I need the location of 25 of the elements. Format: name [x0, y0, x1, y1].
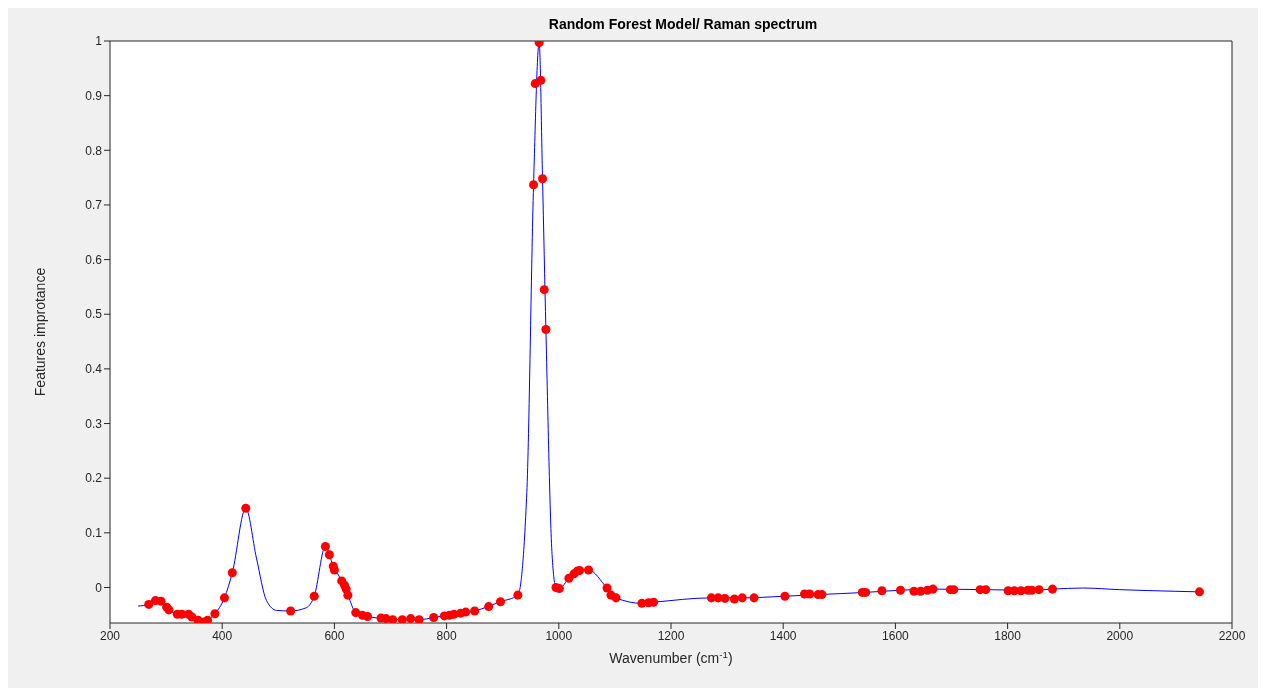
x-tick-label: 2000	[1106, 628, 1134, 643]
y-tick-label: 0.1	[85, 526, 103, 541]
y-tick-label: 0.9	[85, 88, 103, 103]
y-tick-label: 0.3	[85, 416, 103, 431]
y-tick-label: 0	[95, 580, 103, 595]
chart-title: Random Forest Model/ Raman spectrum	[547, 16, 819, 32]
x-tick-label: 2200	[1218, 628, 1246, 643]
x-tick-label: 1800	[994, 628, 1022, 643]
y-axis-title: Features improtance	[31, 267, 48, 397]
x-tick-label: 1600	[882, 628, 910, 643]
y-tick-label: 0.8	[85, 143, 103, 158]
x-tick-label: 800	[436, 628, 457, 643]
x-tick-label: 600	[324, 628, 345, 643]
x-tick-label: 200	[99, 628, 121, 643]
y-tick-label: 1	[95, 34, 103, 49]
y-tick-label: 0.5	[85, 307, 103, 322]
y-tick-label: 0.4	[85, 362, 103, 377]
x-tick-label: 1200	[657, 628, 685, 643]
y-tick-label: 0.6	[85, 252, 103, 267]
x-tick-label: 1400	[769, 628, 797, 643]
x-tick-label: 1000	[545, 628, 573, 643]
x-tick-label: 400	[212, 628, 233, 643]
y-tick-label: 0.7	[85, 198, 103, 213]
x-axis-title: Wavenumber (cm$^{-1}$)	[609, 648, 733, 666]
y-tick-label: 0.2	[85, 471, 103, 486]
